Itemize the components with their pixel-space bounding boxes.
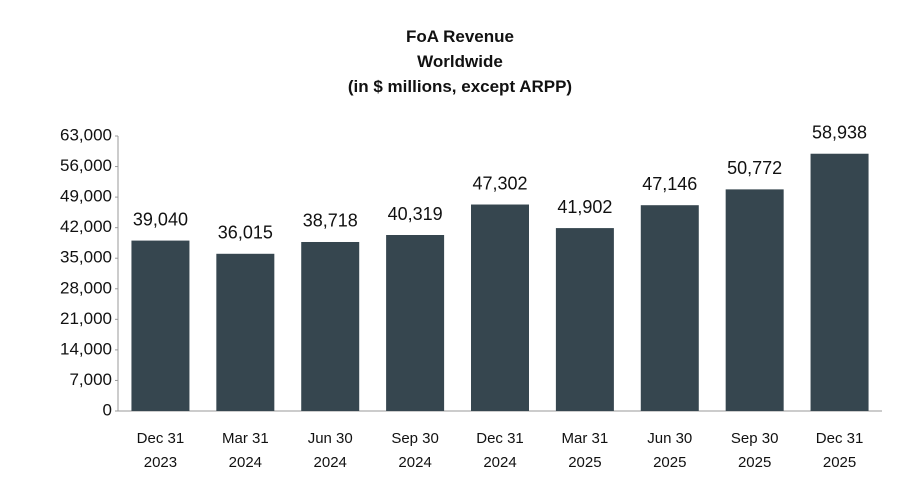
y-tick-label: 7,000 bbox=[69, 370, 112, 389]
value-label: 58,938 bbox=[812, 122, 867, 142]
value-label: 41,902 bbox=[557, 197, 612, 217]
x-tick-label: Sep 30 2025 bbox=[730, 430, 779, 471]
bar bbox=[131, 240, 190, 411]
bar bbox=[640, 205, 699, 411]
x-tick-label: Jun 30 2025 bbox=[647, 430, 693, 471]
y-tick-label: 49,000 bbox=[60, 187, 112, 206]
x-tick-label: Dec 31 2023 bbox=[136, 430, 185, 471]
x-tick-label: Sep 30 2024 bbox=[391, 430, 439, 471]
y-tick-label: 63,000 bbox=[60, 125, 112, 144]
bar bbox=[386, 235, 445, 411]
bar bbox=[301, 241, 360, 411]
value-label: 39,040 bbox=[133, 209, 188, 229]
bar bbox=[725, 189, 784, 411]
x-tick-label: Mar 31 2024 bbox=[221, 430, 269, 471]
value-label: 40,319 bbox=[388, 204, 443, 224]
x-tick-label: Dec 31 2025 bbox=[815, 430, 864, 471]
value-label: 36,015 bbox=[218, 223, 273, 243]
chart-title: FoA Revenue Worldwide (in $ millions, ex… bbox=[347, 27, 573, 96]
bar bbox=[216, 253, 275, 411]
bar bbox=[555, 228, 614, 411]
y-tick-label: 0 bbox=[103, 400, 112, 419]
x-tick-label: Jun 30 2024 bbox=[307, 430, 353, 471]
y-tick-label: 14,000 bbox=[60, 339, 112, 358]
bar bbox=[810, 153, 869, 411]
y-tick-label: 42,000 bbox=[60, 217, 112, 236]
y-tick-label: 35,000 bbox=[60, 248, 112, 267]
y-tick-label: 28,000 bbox=[60, 278, 112, 297]
value-label: 47,146 bbox=[642, 174, 697, 194]
y-tick-label: 21,000 bbox=[60, 309, 112, 328]
value-label: 50,772 bbox=[727, 158, 782, 178]
bar bbox=[471, 204, 529, 411]
x-tick-label: Mar 31 2025 bbox=[561, 430, 609, 471]
value-label: 38,718 bbox=[303, 211, 358, 231]
value-label: 47,302 bbox=[472, 173, 527, 193]
y-tick-label: 56,000 bbox=[60, 156, 112, 175]
x-tick-label: Dec 31 2024 bbox=[476, 430, 524, 471]
